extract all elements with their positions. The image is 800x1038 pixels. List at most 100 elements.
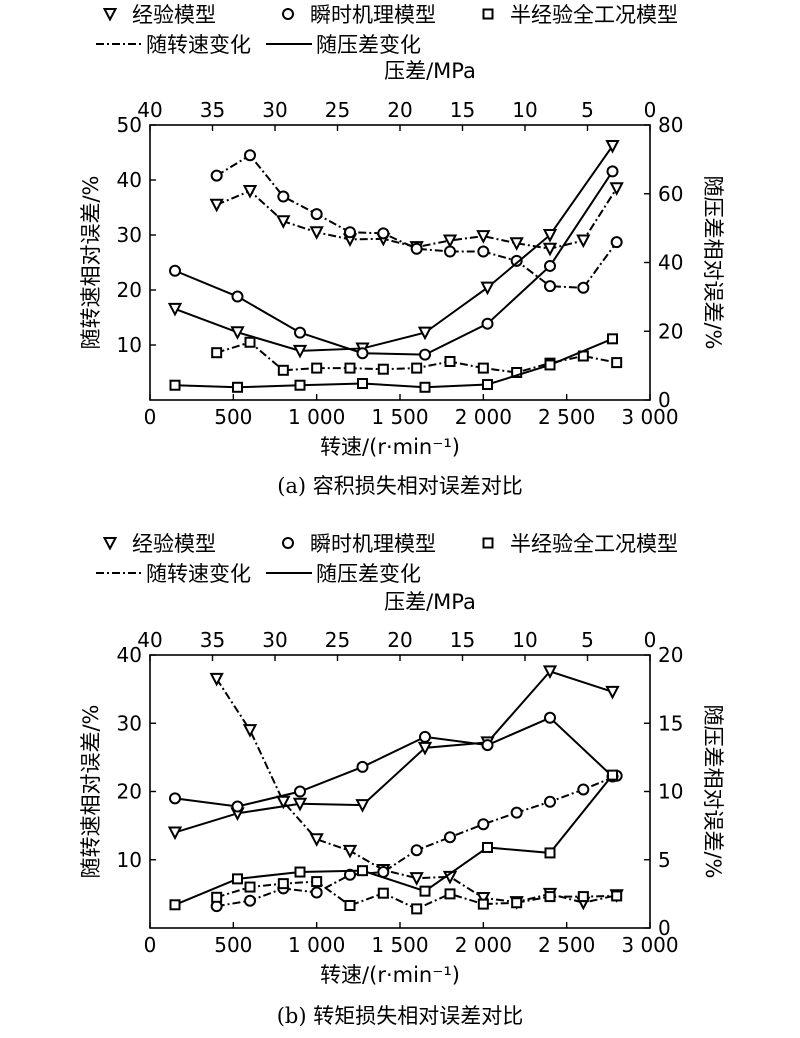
left-axis-tick-label: 30 [117,223,142,247]
data-point-square [411,362,423,374]
top-axis-tick-label: 25 [325,628,350,652]
data-point-square [377,887,389,899]
data-point-triangle [309,226,324,240]
legend-item-empirical: 经验模型 [102,532,216,556]
data-point-triangle [292,344,308,359]
legend-label: 瞬时机理模型 [310,3,436,27]
data-point-square [357,865,368,877]
top-axis-label: 压差/MPa [384,59,476,83]
data-point-square [477,898,489,910]
top-axis-tick-label: 30 [262,628,287,652]
data-point-square [344,362,356,374]
chart-caption-a: (a) 容积损失相对误差对比 [277,474,523,498]
left-axis-tick-label: 50 [117,113,142,137]
data-point-circle [477,245,490,258]
legend-item-mechanism: 瞬时机理模型 [282,3,436,27]
data-point-triangle [476,230,491,244]
x-axis-tick-label: 1 500 [371,405,428,429]
series-line [174,337,613,389]
data-point-triangle [509,237,524,251]
data-point-square [211,891,223,903]
data-point-circle [344,868,356,881]
data-point-triangle [242,185,258,199]
right-axis-label: 随压差相对误差/% [701,704,725,878]
right-axis-tick-label: 60 [658,182,683,206]
data-point-square [232,381,243,393]
data-point-circle [544,280,556,293]
top-axis-tick-label: 30 [262,98,287,122]
left-axis-tick-label: 10 [117,848,142,872]
data-point-circle [294,326,306,339]
data-point-square [477,362,489,374]
data-point-triangle [609,182,624,196]
legend-marker-square [482,8,494,20]
x-axis-label: 转速/(r·min⁻¹) [320,963,460,987]
data-point-circle [444,245,456,258]
data-point-circle [577,281,590,294]
legend-item-semi-empirical: 半经验全工况模型 [482,532,678,556]
series-speed-circle [210,149,623,294]
legend-marker-circle [282,537,294,549]
data-point-triangle [292,797,308,812]
left-axis-tick-label: 40 [117,168,142,192]
left-axis-tick-label: 30 [117,711,142,735]
data-point-square [511,367,523,378]
legend-label: 瞬时机理模型 [310,532,436,556]
data-point-square [294,866,306,878]
x-axis-tick-label: 1 000 [288,933,345,957]
data-point-circle [310,886,323,899]
data-point-circle [544,259,556,272]
legend-marker-triangle [102,537,118,551]
right-axis-tick-label: 15 [658,711,683,735]
top-axis-tick-label: 20 [387,98,412,122]
data-point-triangle [542,242,558,257]
data-point-circle [477,818,490,831]
data-point-triangle [417,326,433,341]
legend-label: 经验模型 [132,3,216,27]
data-point-circle [481,739,494,752]
legend-label: 半经验全工况模型 [510,3,678,27]
left-axis-tick-label: 20 [117,278,142,302]
data-point-circle [310,208,323,221]
data-point-circle [610,236,623,249]
data-point-triangle [276,795,291,810]
right-axis-tick-label: 20 [658,643,683,667]
right-axis-tick-label: 40 [658,251,683,275]
legend-label: 随压差变化 [316,33,421,57]
data-point-triangle [542,665,558,680]
x-axis-tick-label: 500 [214,933,252,957]
data-point-square [411,903,423,915]
series-line [216,187,618,250]
data-point-circle [544,711,556,724]
data-point-triangle [209,198,224,213]
data-point-circle [231,290,244,303]
data-point-square [544,359,556,371]
data-point-square [294,379,306,391]
data-point-square [482,841,493,853]
data-point-circle [481,317,494,330]
data-point-triangle [542,229,558,243]
data-point-square [444,888,456,900]
data-point-triangle [576,234,591,249]
x-axis-tick-label: 1 500 [371,933,428,957]
data-point-square [544,891,556,903]
series-line [174,774,614,906]
top-axis-tick-label: 35 [200,98,225,122]
data-point-circle [244,894,256,907]
series-line [174,670,613,834]
left-axis-tick-label: 20 [117,780,142,804]
top-axis-tick-label: 10 [512,628,537,652]
data-point-square [277,364,289,376]
data-point-square [311,362,323,374]
plot-frame [149,654,651,929]
data-point-square [357,378,368,389]
data-point-circle [244,149,256,162]
legend-marker-square [482,537,494,549]
series-line [216,153,618,289]
series-line [174,145,614,352]
data-point-triangle [167,302,183,317]
data-point-triangle [342,844,358,859]
top-axis-tick-label: 10 [512,98,537,122]
right-axis-tick-label: 0 [658,388,671,412]
right-axis-tick-label: 20 [658,319,683,343]
